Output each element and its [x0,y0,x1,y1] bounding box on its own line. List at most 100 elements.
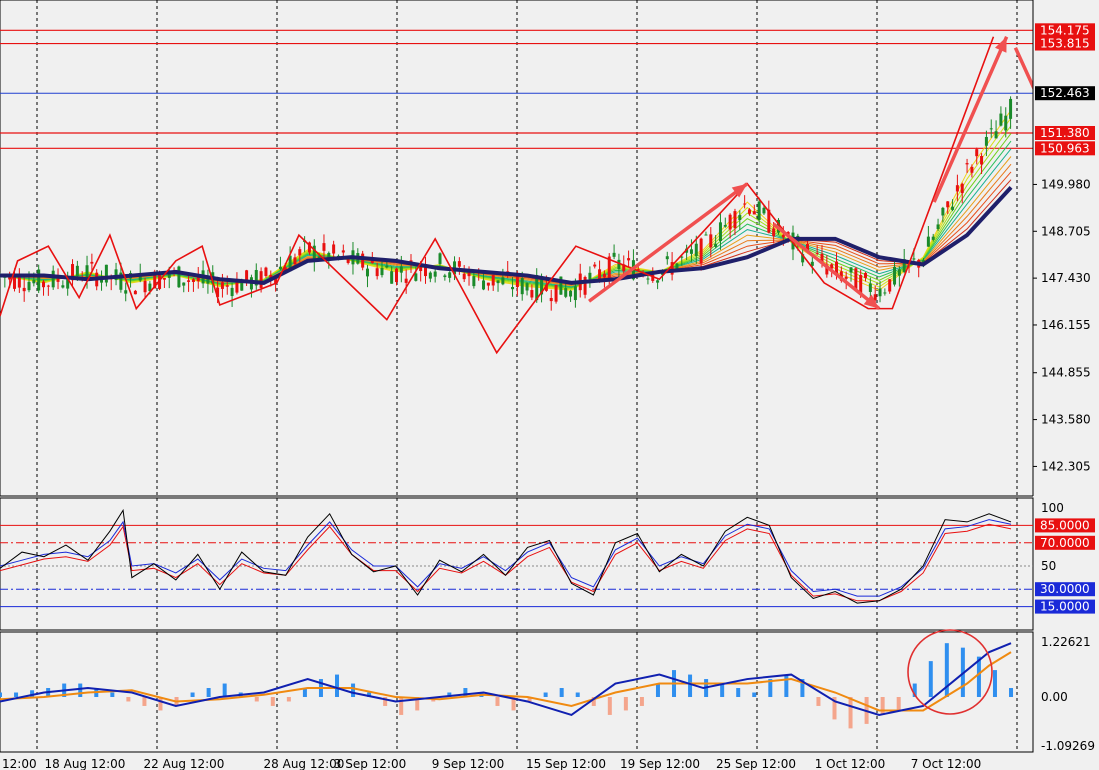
macd-histogram-bar [190,692,195,697]
macd-histogram-bar [607,696,612,715]
candle-body [965,163,969,165]
candle-body [187,280,191,282]
candle-body [365,268,369,277]
candle-body [849,267,853,273]
candle-body [573,286,577,301]
time-tick-label: 19 Sep 12:00 [620,757,700,770]
macd-histogram-bar [463,688,468,697]
candle-body [951,206,955,210]
candle-body [433,271,437,277]
macd-histogram-bar [559,688,564,697]
macd-signal-line [0,651,1012,712]
candle-body [859,275,863,295]
candle-body [298,249,302,256]
macd-histogram-bar [383,696,388,706]
macd-histogram-bar [543,692,548,697]
macd-histogram-bar [752,692,757,697]
candle-body [27,281,31,291]
price-axis-bg [1033,0,1099,770]
macd-main-line [0,642,1012,717]
candle-body [283,267,287,272]
trend-arrow [587,182,749,303]
candle-body [743,203,747,205]
candle-body [989,128,993,130]
candle-body [438,253,442,264]
candle-body [448,272,452,278]
candle-body [467,271,471,277]
osc-signal-red [0,523,1012,602]
candle-body [530,290,534,298]
macd-histogram-bar [30,690,35,697]
candle-body [651,274,655,281]
candle-body [225,285,229,287]
candle-body [220,282,224,289]
macd-panel: 1.22621 0.00 -1.09269 [0,631,1095,753]
macd-histogram-bar [351,683,356,697]
candle-body [844,276,848,279]
osc-level-badge [1035,518,1095,533]
candle-body [723,225,727,227]
candle-body [133,290,137,295]
macd-histogram-bar [832,696,837,720]
trend-arrowhead [731,183,748,198]
candle-body [878,288,882,297]
candle-body [32,279,36,284]
candle-body [718,222,722,241]
candle-body [404,278,408,283]
time-tick-label: 22 Aug 12:00 [144,757,225,770]
candle-body [854,268,858,289]
candle-body [394,268,398,283]
time-tick-label: 7 Oct 12:00 [911,757,982,770]
price-level-label: 151.380 [1040,126,1090,140]
price-tick-label: 147.430 [1041,271,1091,285]
candle-body [191,279,195,282]
candle-body [332,244,336,254]
macd-histogram-bar [286,696,291,702]
candle-body [694,243,698,257]
candle-body [37,269,41,291]
candle-body [56,276,60,282]
candle-body [472,276,476,287]
time-tick-label: 15 Sep 12:00 [526,757,606,770]
candle-body [680,256,684,258]
candle-body [593,264,597,267]
candle-body [361,253,365,268]
price-level-badge [1035,86,1095,101]
candle-body [936,224,940,230]
trend-arrowhead [994,36,1007,53]
candle-body [984,136,988,146]
candle-body [104,264,108,283]
price-level-badge [1035,23,1095,38]
candle-body [912,258,916,260]
candle-body [588,272,592,280]
time-tick-label: 9 Sep 12:00 [432,757,504,770]
macd-histogram-bar [944,643,949,697]
candle-body [42,281,46,288]
candle-body [264,267,268,277]
macd-tick-label: -1.09269 [1041,739,1095,753]
macd-histogram-bar [367,692,372,697]
candle-body [380,267,384,276]
candle-body [627,258,631,261]
candle-body [598,269,602,280]
candle-body [148,283,152,292]
candle-body [835,261,839,275]
macd-histogram-bar [720,683,725,697]
candle-body [322,243,326,251]
macd-histogram-bar [623,696,628,711]
candle-body [385,265,389,268]
candle-body [665,256,669,260]
candle-body [893,266,897,285]
zigzag-line [0,36,995,355]
candle-body [946,201,950,208]
candle-body [457,261,461,267]
candle-body [428,272,432,279]
candle-body [757,201,761,220]
candle-body [636,269,640,271]
candle-body [656,280,660,283]
candle-body [820,253,824,263]
macd-histogram-bar [591,696,596,706]
candle-body [66,279,70,289]
candle-body [970,166,974,173]
